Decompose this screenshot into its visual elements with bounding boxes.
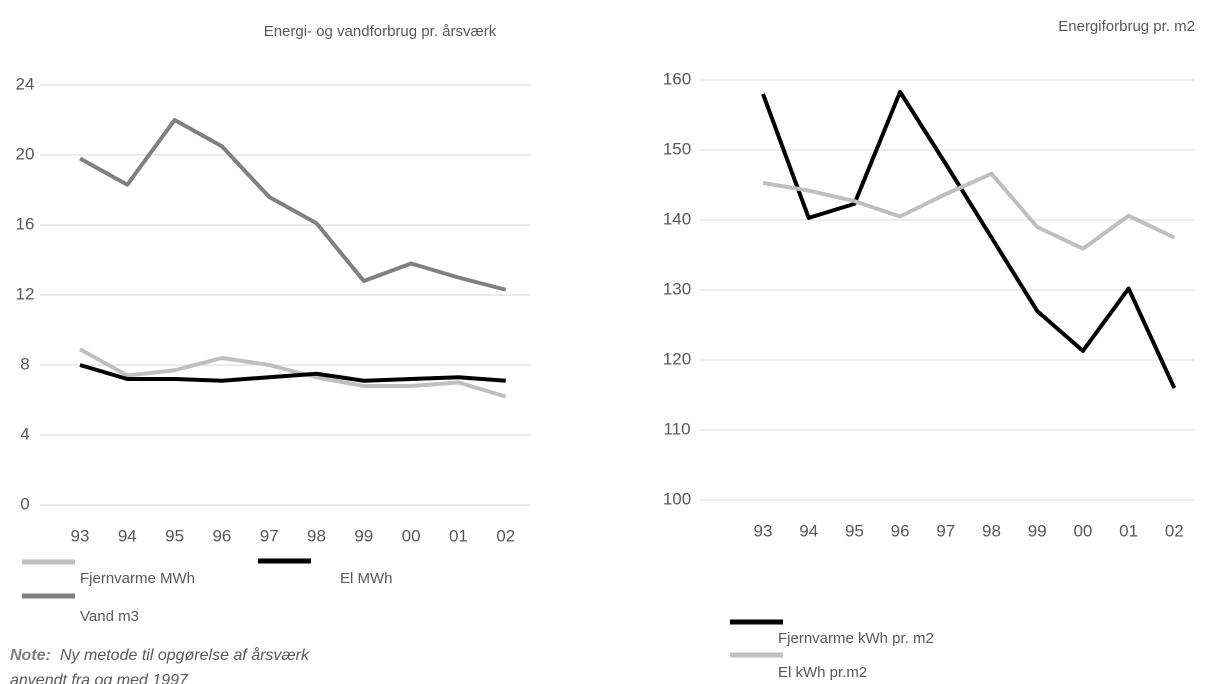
x-tick-label: 94 [799, 521, 818, 540]
note-label: Note: [10, 647, 51, 664]
y-tick-label: 140 [663, 209, 691, 228]
x-tick-label: 98 [982, 521, 1001, 540]
x-tick-label: 98 [307, 526, 326, 545]
y-tick-label: 20 [16, 144, 35, 163]
x-tick-label: 95 [165, 526, 184, 545]
y-tick-label: 110 [663, 419, 690, 438]
y-tick-label: 150 [663, 139, 691, 158]
chart-title: Energi- og vandforbrug pr. årsværk [264, 23, 497, 40]
y-tick-label: 24 [16, 74, 35, 93]
x-tick-label: 93 [71, 526, 90, 545]
legend-label: Fjernvarme kWh pr. m2 [778, 630, 934, 647]
x-tick-label: 01 [449, 526, 468, 545]
legend-label: Vand m3 [80, 608, 139, 625]
y-tick-label: 130 [663, 279, 691, 298]
x-tick-label: 97 [936, 521, 955, 540]
data-line [79, 347, 507, 399]
legend-label: El MWh [340, 570, 393, 587]
x-tick-label: 97 [260, 526, 279, 545]
x-tick-label: 99 [1028, 521, 1047, 540]
x-tick-label: 00 [1073, 521, 1092, 540]
x-tick-label: 96 [891, 521, 910, 540]
x-tick-label: 99 [354, 526, 373, 545]
x-tick-label: 02 [496, 526, 515, 545]
legend-label: Fjernvarme MWh [80, 570, 195, 587]
chart-title: Energiforbrug pr. m2 [1058, 18, 1195, 35]
y-tick-label: 4 [20, 424, 29, 443]
data-line [79, 118, 507, 292]
x-tick-label: 01 [1119, 521, 1138, 540]
x-tick-label: 96 [212, 526, 231, 545]
data-line [79, 363, 506, 383]
y-tick-label: 8 [20, 354, 29, 373]
y-tick-label: 16 [16, 214, 35, 233]
x-tick-label: 93 [754, 521, 773, 540]
x-tick-label: 00 [402, 526, 421, 545]
x-tick-label: 02 [1165, 521, 1184, 540]
x-tick-label: 94 [118, 526, 137, 545]
data-line [761, 89, 1177, 389]
y-tick-label: 100 [663, 489, 691, 508]
legend-label: El kWh pr.m2 [778, 664, 867, 681]
y-tick-label: 12 [16, 284, 35, 303]
x-tick-label: 95 [845, 521, 864, 540]
y-tick-label: 0 [20, 494, 29, 513]
y-tick-label: 120 [663, 349, 691, 368]
note-text: Ny metode til opgørelse af årsværk anvend… [10, 646, 310, 684]
y-tick-label: 160 [663, 69, 691, 88]
data-line [762, 171, 1176, 251]
